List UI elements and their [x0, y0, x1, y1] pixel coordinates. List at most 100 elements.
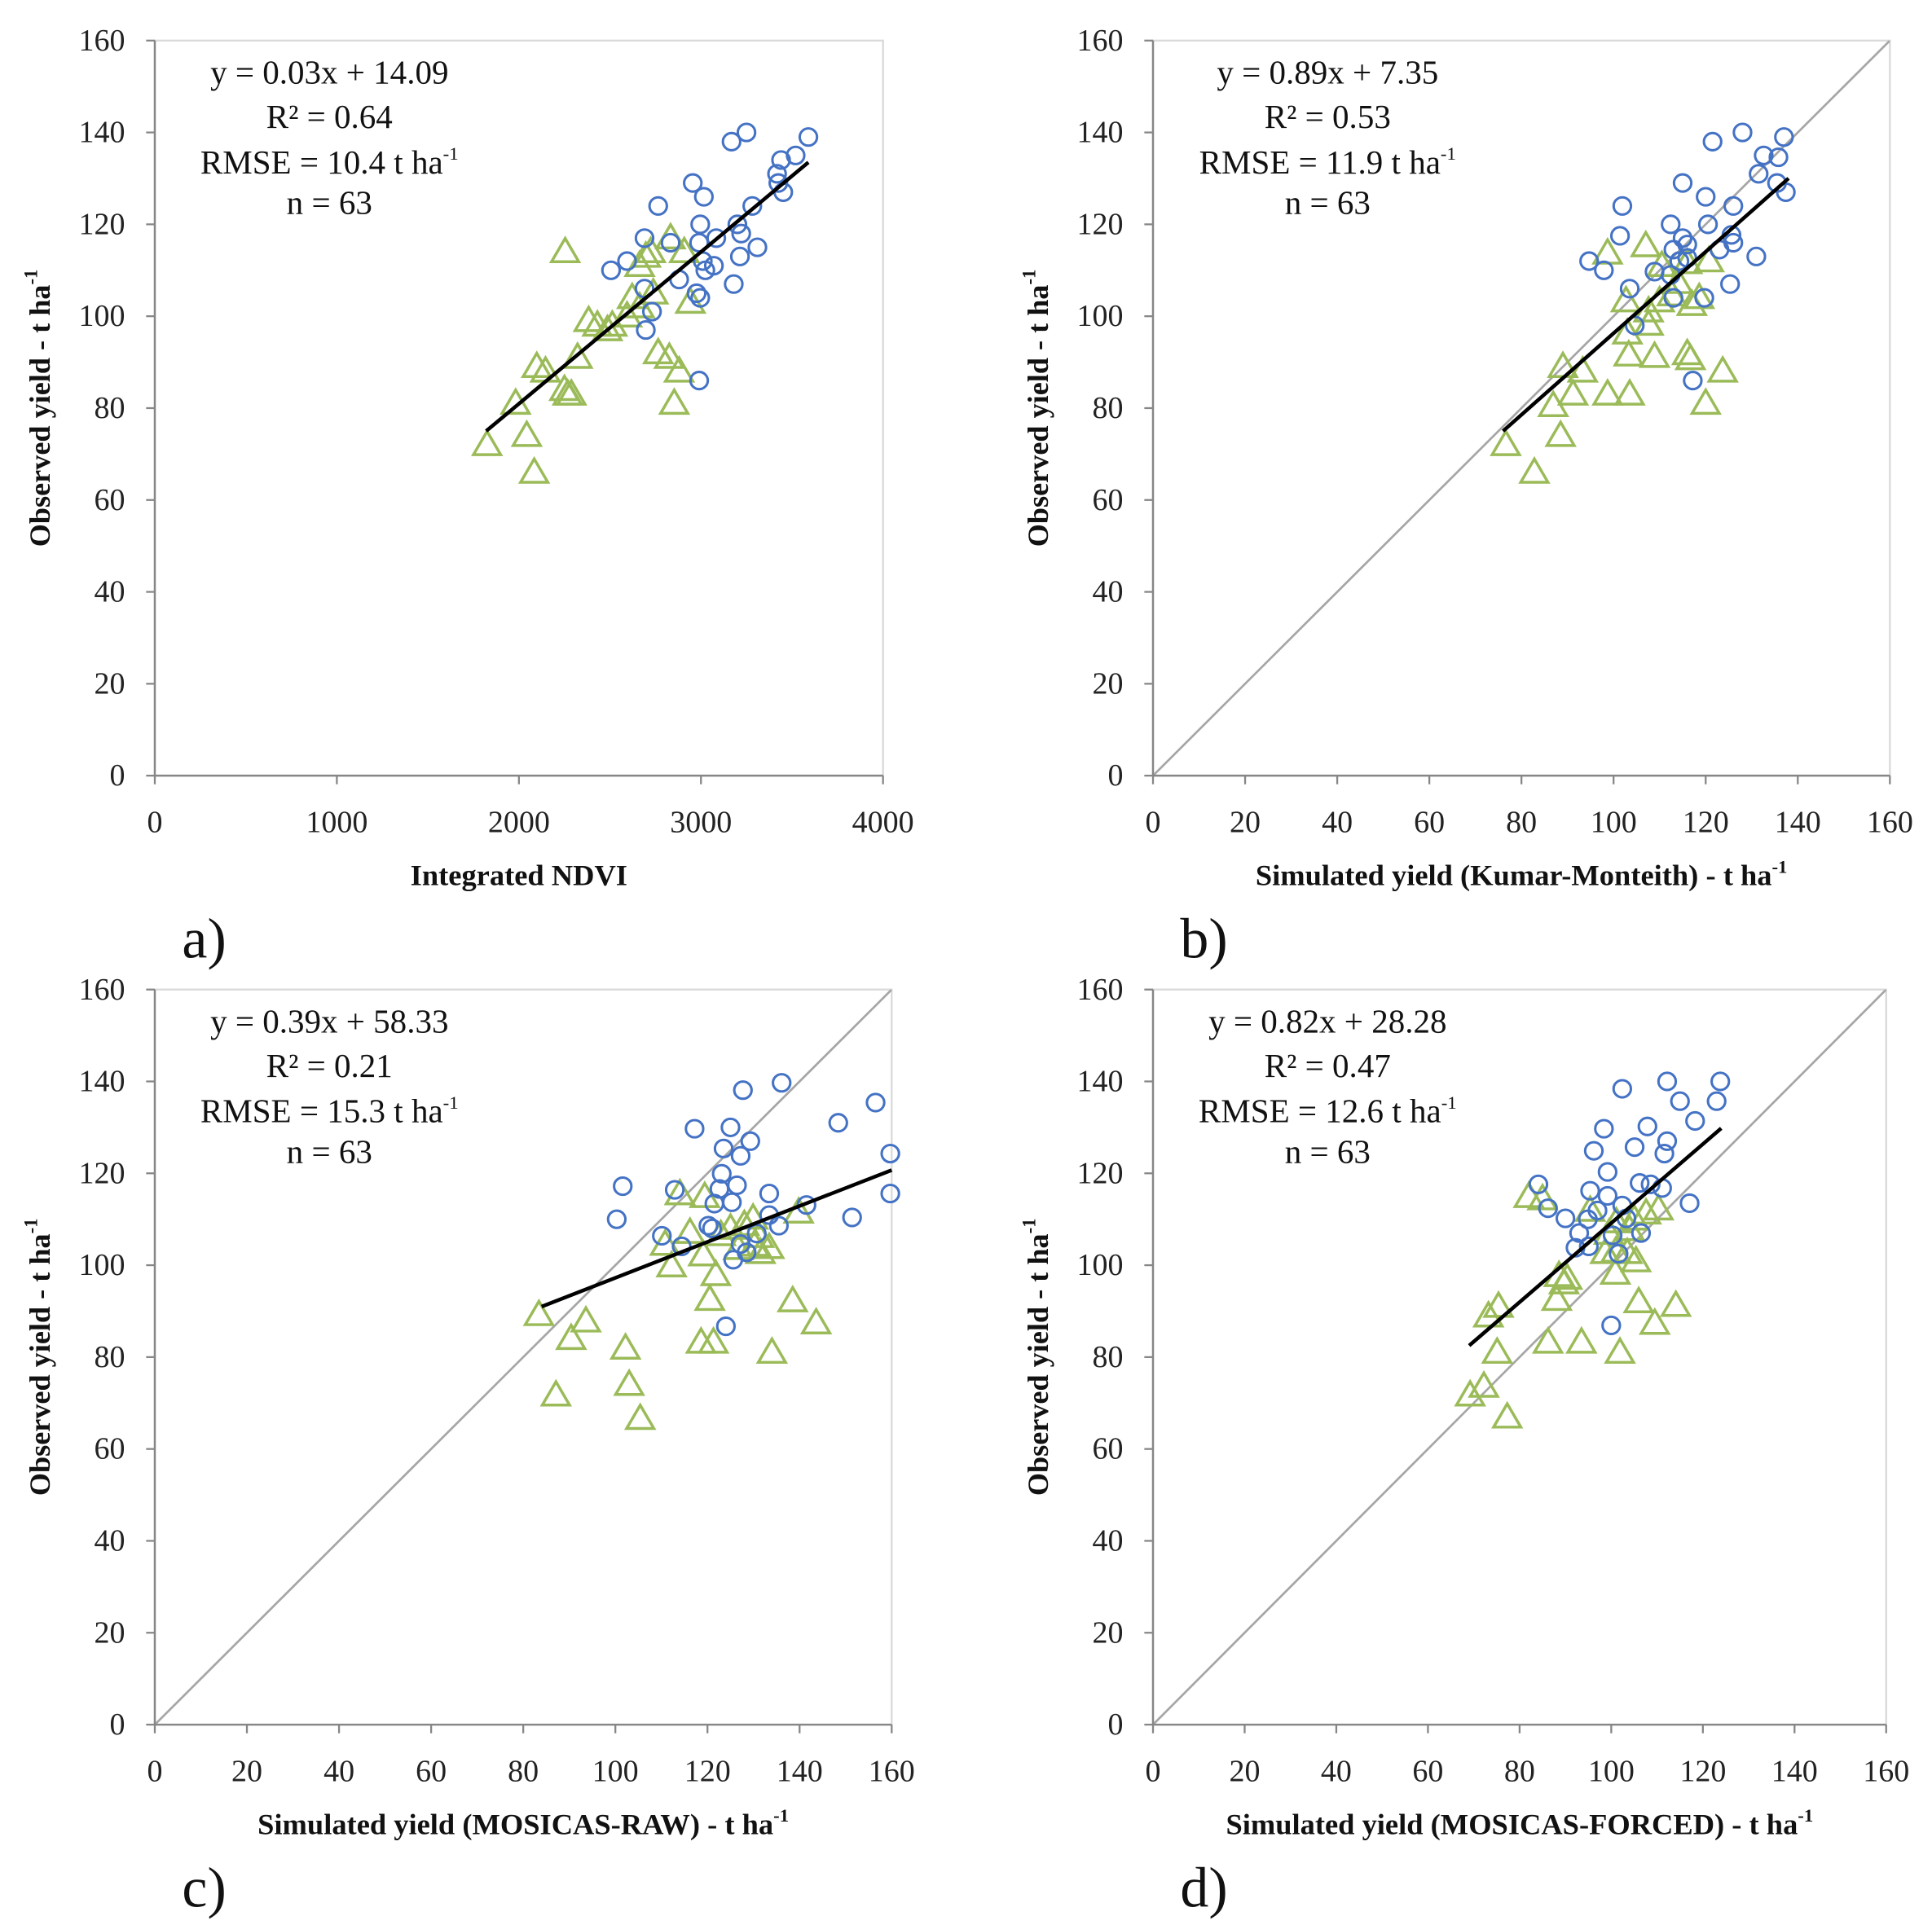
- triangle-point: [693, 1283, 726, 1312]
- circle-point: [1749, 164, 1769, 184]
- panel-c: 0 20 40 60 80 100 120 140 160 0 20 40 60 80 100 120 140 1…: [21, 973, 915, 1919]
- triangle-point: [1482, 1290, 1515, 1318]
- x-tick-label: 0: [1145, 1755, 1160, 1789]
- x-tick-label: 160: [1867, 806, 1913, 840]
- triangle-point: [1613, 339, 1645, 367]
- panel-label: a): [182, 908, 226, 971]
- x-tick-label: 120: [684, 1755, 731, 1789]
- triangle-point: [1544, 419, 1577, 447]
- x-axis-label-text: Integrated NDVI: [411, 859, 627, 892]
- sample-size-text: n = 63: [287, 1134, 372, 1171]
- triangle-point: [1611, 316, 1644, 345]
- circle-point: [740, 1131, 760, 1151]
- triangle-point: [697, 1325, 730, 1354]
- circle-point: [842, 1207, 862, 1228]
- triangle-point: [1454, 1378, 1486, 1407]
- circle-point: [731, 223, 751, 244]
- panel-label: b): [1180, 908, 1227, 971]
- circle-point: [702, 1218, 723, 1239]
- circle-point: [1720, 274, 1741, 294]
- triangle-point: [1613, 1213, 1646, 1242]
- triangle-point: [1674, 342, 1707, 371]
- triangle-point: [1642, 1193, 1675, 1221]
- circle-point: [715, 1316, 736, 1337]
- x-tick-label: 3000: [670, 806, 732, 840]
- circle-point: [1768, 147, 1789, 168]
- y-axis-label-text: Observed yield - t ha: [24, 285, 56, 547]
- rmse-unit-exponent: -1: [443, 1092, 459, 1113]
- y-tick-label: 80: [95, 1340, 125, 1374]
- x-tick-label: 2000: [488, 806, 550, 840]
- circle-point: [636, 320, 656, 341]
- x-tick-label: 20: [1229, 1755, 1260, 1789]
- circle-point: [1609, 1243, 1629, 1264]
- panel-b: 0 20 40 60 80 100 120 140 160 0 20 40 60 80 100 120 140 1…: [1019, 24, 1913, 970]
- x-tick-label: 100: [592, 1755, 639, 1789]
- circle-point: [1612, 196, 1633, 216]
- y-tick-label: 140: [79, 116, 125, 150]
- triangle-point: [470, 429, 504, 456]
- triangle-point: [687, 1238, 720, 1267]
- r-squared-text: R² = 0.64: [266, 99, 393, 135]
- triangle-point: [522, 1298, 556, 1326]
- circle-point: [767, 164, 787, 184]
- one-to-one-line: [1153, 989, 1886, 1725]
- y-tick-label: 160: [79, 24, 125, 58]
- equation-text: y = 0.89x + 7.35: [1217, 55, 1438, 91]
- y-axis-label-text: Observed yield - t ha: [24, 1233, 56, 1496]
- rmse-unit-exponent: -1: [443, 143, 459, 164]
- sample-size-text: n = 63: [287, 185, 372, 222]
- x-tick-label: 20: [1230, 806, 1261, 840]
- y-tick-label: 80: [95, 391, 125, 425]
- circle-point: [713, 1138, 734, 1158]
- circle-point: [1679, 1193, 1700, 1214]
- rmse-value: RMSE = 12.6 t ha: [1199, 1093, 1441, 1130]
- triangle-point: [517, 455, 551, 484]
- y-tick-label: 0: [110, 758, 125, 793]
- circle-point: [684, 1119, 705, 1139]
- circle-point: [1677, 235, 1697, 255]
- circle-point: [1640, 1174, 1661, 1194]
- r-squared-text: R² = 0.47: [1265, 1048, 1391, 1084]
- triangle-point: [613, 1368, 645, 1396]
- y-tick-label: 40: [1093, 1524, 1124, 1558]
- triangle-point: [1706, 354, 1739, 383]
- circle-point: [1774, 127, 1794, 147]
- x-axis-label: Simulated yield (MOSICAS-RAW) - t ha-1: [257, 1805, 789, 1840]
- circle-point: [617, 251, 637, 271]
- circle-point: [1630, 1173, 1650, 1193]
- x-tick-label: 1000: [306, 806, 367, 840]
- y-tick-label: 60: [95, 1432, 125, 1466]
- circle-point: [606, 1209, 627, 1229]
- circle-point: [1685, 1110, 1705, 1132]
- x-tick-label: 100: [1591, 806, 1637, 840]
- y-tick-label: 40: [95, 575, 125, 609]
- triangle-point: [623, 1402, 657, 1431]
- triangle-point: [1659, 1289, 1692, 1317]
- rmse-value: RMSE = 10.4 t ha: [200, 144, 443, 181]
- triangle-point: [1566, 354, 1600, 383]
- rmse-text: RMSE = 15.3 t ha-1: [200, 1092, 459, 1129]
- triangle-point: [1490, 429, 1522, 456]
- triangle-point: [663, 1177, 697, 1206]
- circle-point: [727, 214, 748, 235]
- triangle-point: [1565, 1325, 1598, 1354]
- circle-point: [1594, 1119, 1614, 1139]
- rmse-text: RMSE = 10.4 t ha-1: [200, 143, 459, 180]
- circle-point: [1661, 214, 1681, 235]
- circle-point: [1776, 182, 1796, 202]
- y-tick-label: 140: [79, 1065, 125, 1099]
- circle-point: [828, 1113, 848, 1133]
- x-tick-label: 80: [508, 1755, 539, 1789]
- triangle-point: [548, 373, 581, 402]
- triangle-point: [1556, 377, 1590, 406]
- x-axis-label-exponent: -1: [1771, 856, 1787, 877]
- circle-point: [1612, 1079, 1633, 1099]
- triangle-point: [520, 350, 553, 379]
- y-axis-label: Observed yield - t ha-1: [1019, 1219, 1054, 1496]
- circle-point: [742, 196, 763, 216]
- y-tick-label: 120: [1077, 1156, 1124, 1190]
- panel-label: d): [1180, 1857, 1227, 1920]
- equation-text: y = 0.03x + 14.09: [210, 55, 448, 91]
- x-tick-label: 140: [1775, 806, 1821, 840]
